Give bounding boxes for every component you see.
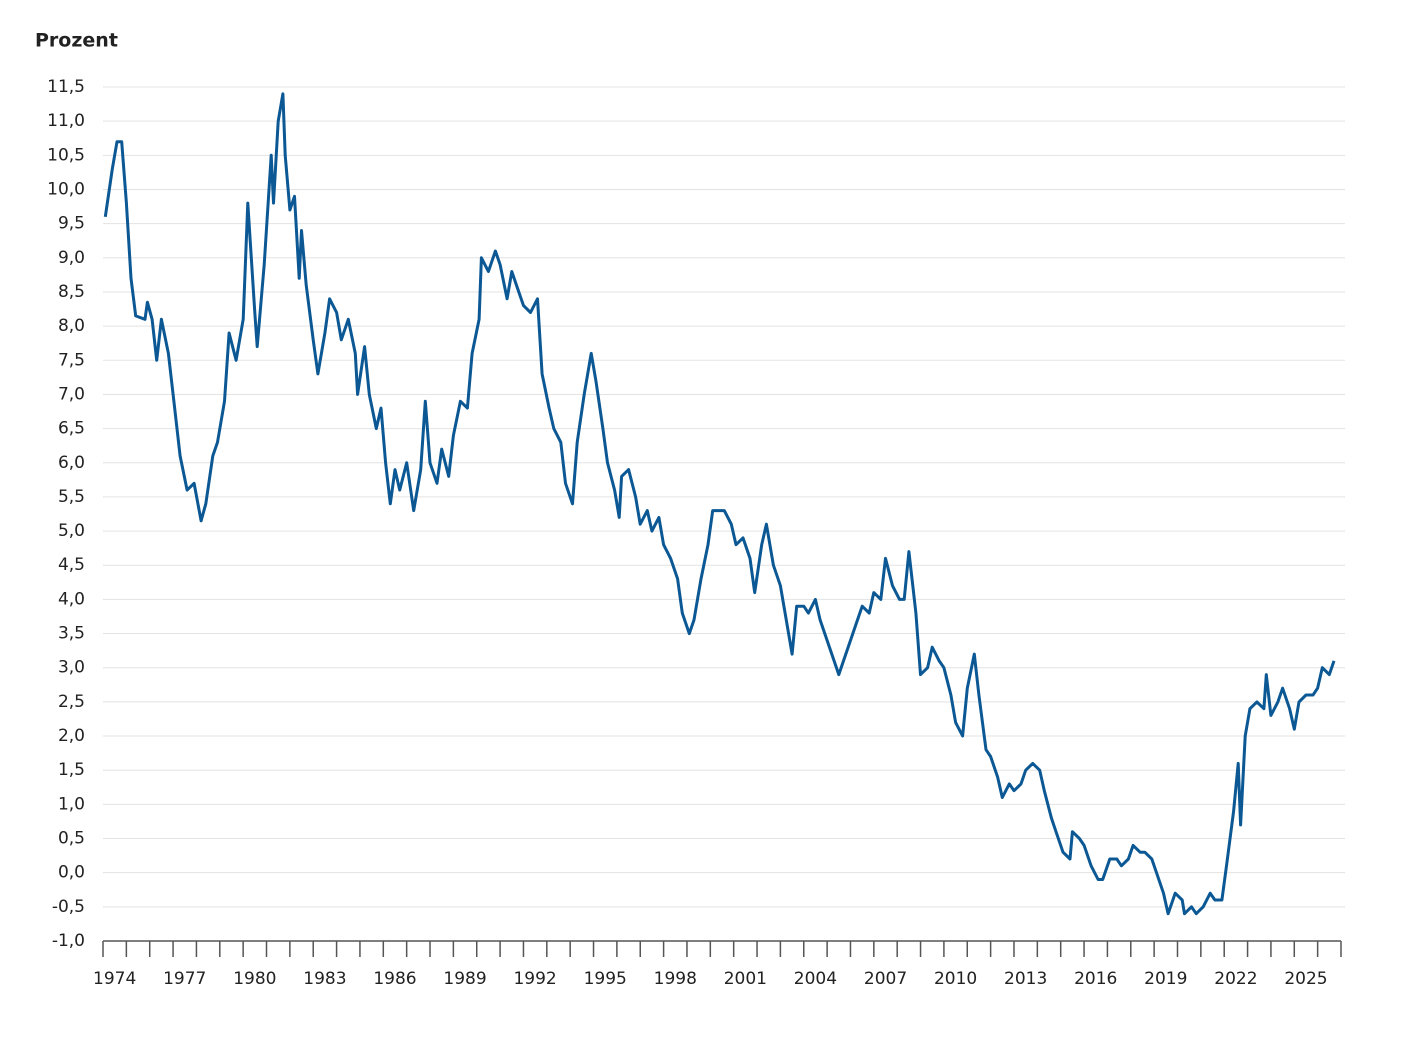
y-tick-label: 8,0 — [58, 316, 85, 336]
x-tick-label: 1983 — [303, 969, 346, 989]
y-tick-label: 8,5 — [58, 282, 85, 302]
x-tick-label: 1989 — [443, 969, 486, 989]
y-tick-label: 10,5 — [47, 145, 85, 165]
x-tick-label: 1980 — [233, 969, 276, 989]
y-tick-label: 10,0 — [47, 179, 85, 199]
x-tick-label: 2004 — [794, 969, 837, 989]
x-tick-label: 1986 — [373, 969, 416, 989]
y-tick-label: 7,0 — [58, 384, 85, 404]
y-tick-label: 3,0 — [58, 658, 85, 678]
y-tick-label: 2,5 — [58, 692, 85, 712]
y-tick-label: 3,5 — [58, 624, 85, 644]
y-tick-label: 0,5 — [58, 829, 85, 849]
y-tick-label: 2,0 — [58, 726, 85, 746]
x-tick-label: 1992 — [513, 969, 556, 989]
y-tick-label: 5,0 — [58, 521, 85, 541]
y-tick-label: 11,0 — [47, 111, 85, 131]
y-tick-label: 4,0 — [58, 589, 85, 609]
y-tick-label: -0,5 — [52, 897, 85, 917]
x-tick-label: 2007 — [864, 969, 907, 989]
y-tick-label: 1,0 — [58, 794, 85, 814]
x-tick-label: 2019 — [1144, 969, 1187, 989]
y-tick-label: 6,5 — [58, 419, 85, 439]
x-tick-label: 2010 — [934, 969, 977, 989]
y-tick-label: 4,5 — [58, 555, 85, 575]
x-tick-label: 2025 — [1284, 969, 1327, 989]
y-axis-label: Prozent — [35, 30, 118, 52]
x-tick-label: 1974 — [93, 969, 136, 989]
y-tick-label: 9,0 — [58, 248, 85, 268]
y-tick-label: 0,0 — [58, 863, 85, 883]
x-tick-label: 2016 — [1074, 969, 1117, 989]
x-tick-label: 1977 — [163, 969, 206, 989]
y-tick-label: 5,5 — [58, 487, 85, 507]
data-line — [103, 92, 1336, 916]
y-tick-label: 1,5 — [58, 760, 85, 780]
y-tick-label: 6,0 — [58, 453, 85, 473]
x-tick-label: 2022 — [1214, 969, 1257, 989]
y-tick-label: 7,5 — [58, 350, 85, 370]
x-tick-label: 2013 — [1004, 969, 1047, 989]
x-tick-label: 1998 — [654, 969, 697, 989]
y-tick-label: -1,0 — [52, 931, 85, 951]
x-tick-label: 2001 — [724, 969, 767, 989]
x-tick-label: 1995 — [584, 969, 627, 989]
y-tick-label: 9,5 — [58, 214, 85, 234]
y-tick-label: 11,5 — [47, 77, 85, 97]
